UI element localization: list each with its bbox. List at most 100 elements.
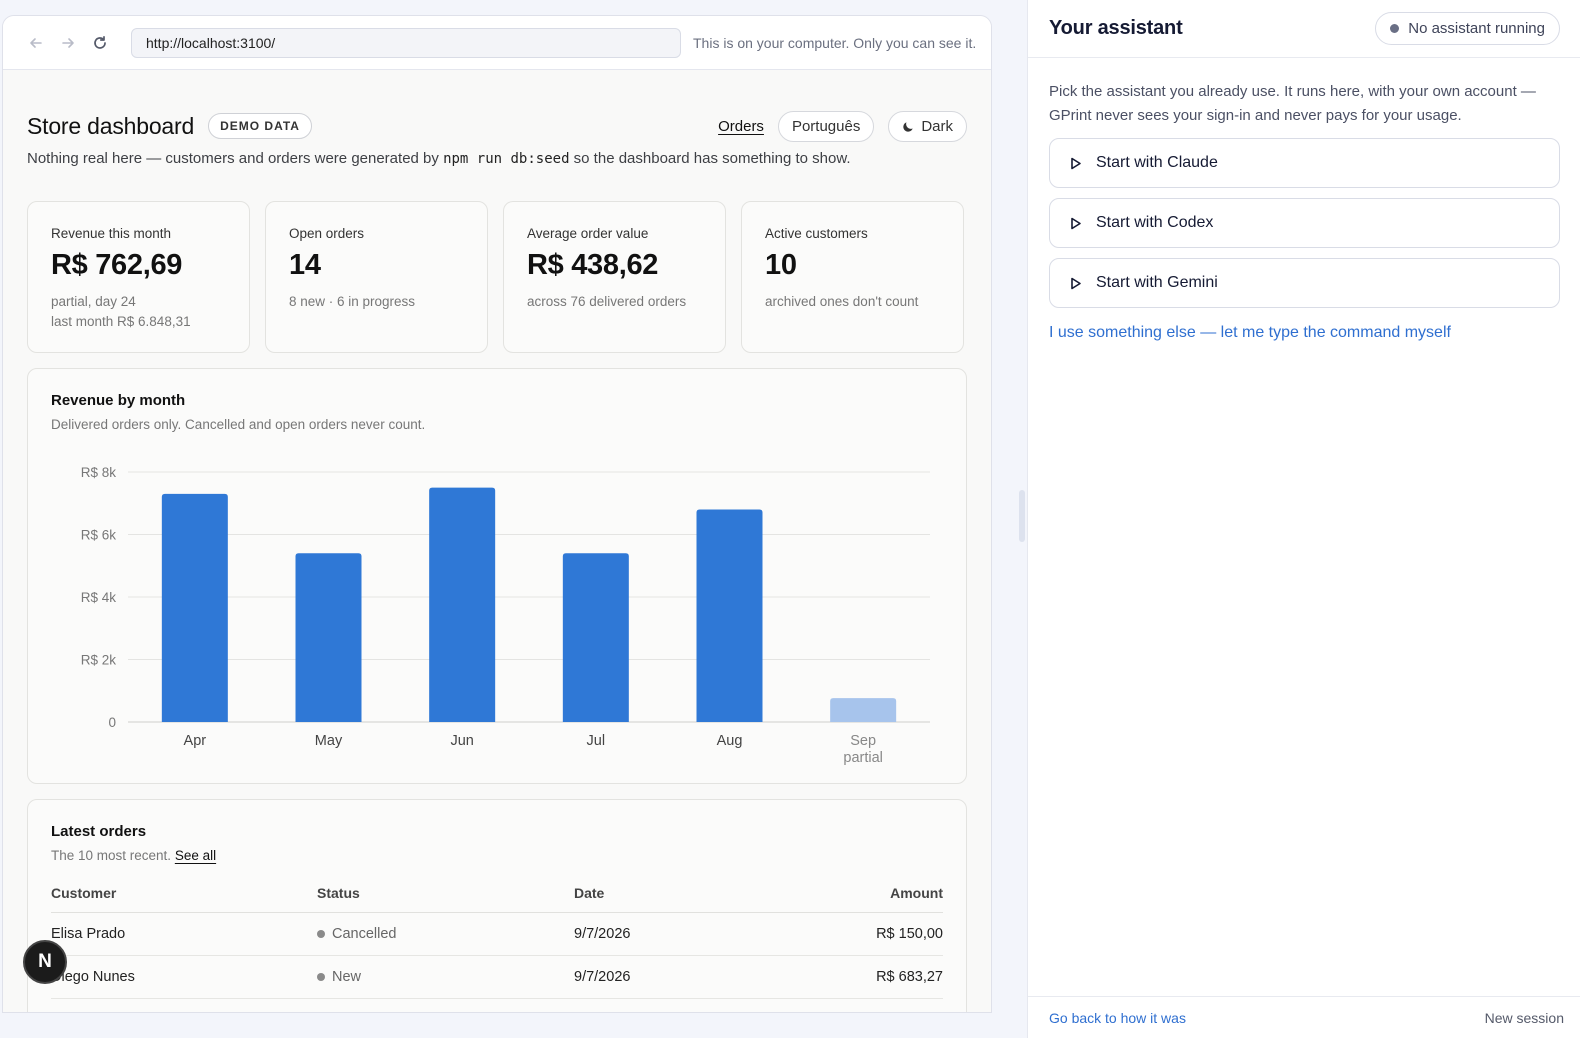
revenue-bar-chart: 0 R$ 2k R$ 4k R$ 6k R$ 8k Apr May Jun Jul Aug Sepp… <box>81 465 930 766</box>
stat-card-active-customers: Active customers 10 archived ones don't … <box>741 201 964 353</box>
chart-bar <box>429 487 496 722</box>
column-header[interactable]: Amount <box>742 885 943 913</box>
custom-command-link[interactable]: I use something else — let me type the c… <box>1049 324 1451 341</box>
customer-cell: Diego Nunes <box>51 955 317 999</box>
play-icon <box>1071 217 1081 229</box>
browser-toolbar: http://localhost:3100/ This is on your c… <box>3 16 991 70</box>
orders-link[interactable]: Orders <box>718 117 764 135</box>
status-label: New <box>332 969 362 985</box>
moon-icon <box>903 121 914 132</box>
y-tick-label: R$ 4k <box>81 590 117 605</box>
stat-value: R$ 438,62 <box>527 249 659 281</box>
orders-subtitle-text: The 10 most recent. <box>51 848 172 863</box>
start-gemini-button[interactable]: Start with Gemini <box>1049 258 1560 308</box>
panel-resize-handle[interactable] <box>1019 490 1025 542</box>
stat-value: 10 <box>765 249 797 281</box>
stat-value: R$ 762,69 <box>51 249 183 281</box>
chart-subtitle: Delivered orders only. Cancelled and ope… <box>51 417 426 432</box>
stat-label: Revenue this month <box>51 226 172 241</box>
table-row[interactable]: Diego Nunes New 9/7/2026 R$ 683,27 <box>51 955 943 999</box>
assistant-intro: Pick the assistant you already use. It r… <box>1049 83 1536 124</box>
dev-tools-avatar[interactable]: N <box>23 940 67 984</box>
stat-note-line: last month R$ 6.848,31 <box>51 314 191 329</box>
arrow-left-icon <box>30 37 42 48</box>
language-button-label: Português <box>791 117 861 135</box>
date-cell: 9/7/2026 <box>574 912 743 956</box>
play-icon <box>1071 157 1081 169</box>
page-title: Store dashboard <box>27 112 195 139</box>
y-tick-label: 0 <box>108 715 116 730</box>
stat-note-line: partial, day 24 <box>51 294 136 309</box>
amount-cell: R$ 683,27 <box>742 955 943 999</box>
dark-mode-label: Dark <box>921 117 953 135</box>
arrow-right-icon <box>62 37 74 48</box>
stat-card-revenue: Revenue this month R$ 762,69 partial, da… <box>27 201 250 353</box>
url-note: This is on your computer. Only you can s… <box>693 34 977 51</box>
chart-bar <box>696 509 763 722</box>
status-badge: New <box>317 969 361 985</box>
assistant-panel: Your assistant No assistant running Pick… <box>1027 0 1580 1038</box>
demo-data-badge: DEMO DATA <box>208 113 312 139</box>
assistant-status-label: No assistant running <box>1408 20 1545 37</box>
chart-bar <box>161 493 228 722</box>
browser-window: http://localhost:3100/ This is on your c… <box>2 15 992 1013</box>
assistant-footer: Go back to how it was New session <box>1028 996 1580 1038</box>
page-subtitle: Nothing real here — customers and orders… <box>27 150 967 167</box>
assistant-status-badge: No assistant running <box>1375 12 1560 45</box>
reload-icon <box>94 35 106 49</box>
header-actions: Orders Português Dark <box>718 110 967 142</box>
stat-card-open-orders: Open orders 14 8 new · 6 in progress <box>265 201 488 353</box>
revenue-chart-card: Revenue by month Delivered orders only. … <box>27 368 967 784</box>
x-tick-label: Aug <box>717 733 743 749</box>
x-tick-label: May <box>315 733 343 749</box>
x-tick-label: Sep <box>850 733 876 749</box>
customer-cell: Elisa Prado <box>51 912 317 956</box>
status-cell: Cancelled <box>317 912 574 956</box>
column-header[interactable]: Status <box>317 885 574 913</box>
table-row[interactable]: Elisa Prado Cancelled 9/7/2026 R$ 150,00 <box>51 912 943 956</box>
stat-note: across 76 delivered orders <box>527 294 687 309</box>
seed-command: npm run db:seed <box>443 151 570 167</box>
status-label: Cancelled <box>332 926 397 942</box>
go-back-link[interactable]: Go back to how it was <box>1049 1009 1186 1026</box>
start-codex-label: Start with Codex <box>1096 214 1214 231</box>
column-header[interactable]: Date <box>574 885 743 913</box>
see-all-link[interactable]: See all <box>174 848 217 863</box>
orders-title: Latest orders <box>51 823 147 840</box>
amount-cell: R$ 150,00 <box>742 912 943 956</box>
new-session-button[interactable]: New session <box>1484 1009 1564 1026</box>
chart-bar <box>295 553 362 722</box>
table-header-row: Customer Status Date Amount <box>51 885 943 913</box>
start-codex-button[interactable]: Start with Codex <box>1049 198 1560 248</box>
assistant-body: Pick the assistant you already use. It r… <box>1028 58 1580 342</box>
column-header[interactable]: Customer <box>51 885 317 913</box>
language-button[interactable]: Português <box>777 110 875 142</box>
x-tick-label: Jul <box>587 733 606 749</box>
forward-button[interactable] <box>55 30 81 56</box>
assistant-header: Your assistant No assistant running <box>1028 0 1580 58</box>
stat-note: partial, day 24 last month R$ 6.848,31 <box>51 292 226 332</box>
dashboard-header: Store dashboard DEMO DATA Orders Portugu… <box>27 110 967 142</box>
status-dot-icon <box>1390 24 1400 33</box>
dashboard-page: Store dashboard DEMO DATA Orders Portugu… <box>3 70 991 1012</box>
subtitle-text: Nothing real here — customers and orders… <box>27 150 439 167</box>
stat-card-average-order: Average order value R$ 438,62 across 76 … <box>503 201 726 353</box>
dark-mode-button[interactable]: Dark <box>888 110 967 142</box>
reload-button[interactable] <box>87 30 113 56</box>
stat-label: Active customers <box>765 226 868 241</box>
back-button[interactable] <box>23 30 49 56</box>
y-tick-label: R$ 2k <box>81 653 117 668</box>
play-icon <box>1071 277 1081 289</box>
stat-note: 8 new · 6 in progress <box>289 294 416 309</box>
stat-note: archived ones don't count <box>765 294 919 309</box>
stat-cards: Revenue this month R$ 762,69 partial, da… <box>27 201 967 353</box>
status-cell: New <box>317 955 574 999</box>
start-claude-button[interactable]: Start with Claude <box>1049 138 1560 188</box>
url-input[interactable]: http://localhost:3100/ <box>131 27 681 58</box>
start-claude-label: Start with Claude <box>1096 154 1218 171</box>
status-dot-icon <box>317 973 325 981</box>
subtitle-text-end: so the dashboard has something to show. <box>573 150 851 167</box>
status-badge: Cancelled <box>317 926 397 942</box>
date-cell: 9/7/2026 <box>574 955 743 999</box>
assistant-title: Your assistant <box>1049 17 1183 39</box>
